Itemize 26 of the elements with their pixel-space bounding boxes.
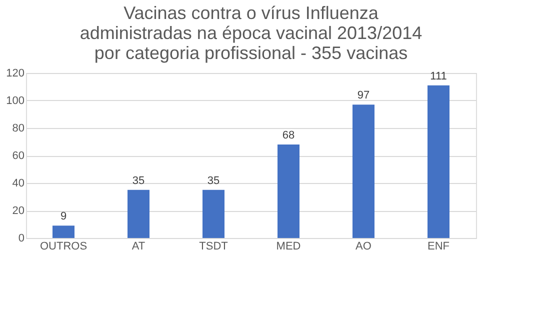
data-label: 35 bbox=[207, 174, 220, 187]
x-tick-label: TSDT bbox=[199, 240, 228, 252]
y-tick-label: 60 bbox=[12, 150, 24, 162]
y-tick-label: 0 bbox=[18, 232, 24, 244]
bar bbox=[128, 190, 150, 238]
y-tick-label: 120 bbox=[6, 68, 24, 80]
data-label: 68 bbox=[282, 130, 295, 142]
data-label: 9 bbox=[60, 210, 67, 223]
y-tick-label: 100 bbox=[6, 95, 24, 107]
x-tick-label: AT bbox=[132, 240, 146, 252]
y-tick-label: 20 bbox=[12, 205, 24, 217]
x-tick-label: ENF bbox=[428, 240, 450, 252]
x-tick-label: MED bbox=[276, 240, 301, 252]
bar bbox=[428, 85, 450, 238]
bar bbox=[202, 190, 224, 238]
bar bbox=[352, 104, 374, 238]
x-tick-label: OUTROS bbox=[40, 240, 88, 252]
chart-title: Vacinas contra o vírus Influenza administradas na época vacinal 2013/2014 por categoria profissional - 355 vacinas bbox=[80, 3, 422, 63]
data-label: 111 bbox=[430, 70, 447, 82]
bar bbox=[278, 144, 300, 238]
y-tick-label: 80 bbox=[12, 122, 24, 134]
data-label: 97 bbox=[357, 90, 370, 102]
y-tick-label: 40 bbox=[12, 178, 24, 190]
data-label: 35 bbox=[132, 174, 145, 187]
x-tick-label: AO bbox=[356, 240, 372, 252]
bar bbox=[52, 226, 74, 238]
